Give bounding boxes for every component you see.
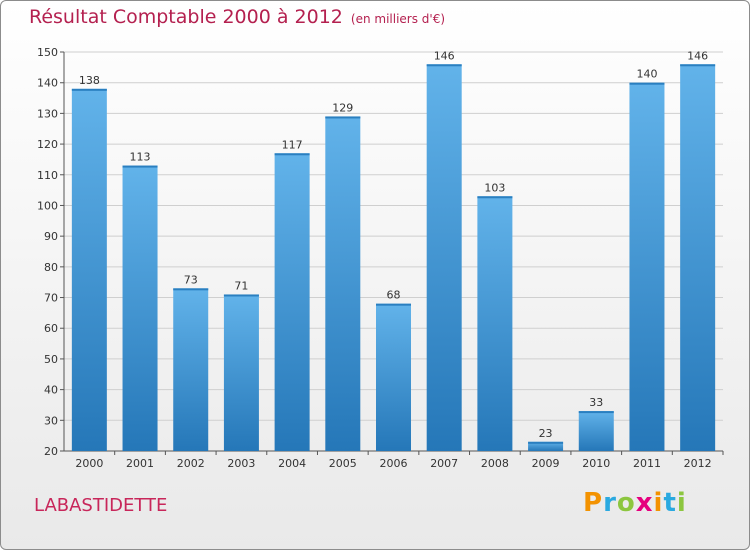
x-tick-label: 2001: [126, 457, 154, 470]
data-label-2004: 117: [282, 138, 303, 151]
proxiti-logo: Proxiti: [583, 488, 687, 518]
data-label-2009: 23: [539, 427, 553, 440]
y-tick-label: 30: [44, 414, 58, 427]
chart-title: Résultat Comptable 2000 à 2012 (en millie…: [29, 6, 445, 28]
y-tick-label: 100: [37, 199, 58, 212]
logo-letter: r: [603, 488, 617, 518]
bar-2003: [223, 294, 259, 451]
logo-letter: i: [676, 488, 687, 518]
bar-2001: [122, 165, 158, 452]
bar-2007: [426, 64, 462, 452]
data-label-2000: 138: [79, 74, 100, 87]
bar-top-edge: [578, 411, 614, 414]
y-tick-label: 20: [44, 445, 58, 458]
x-tick-label: 2009: [532, 457, 560, 470]
unit-label: (en milliers d'€): [350, 12, 446, 26]
bar-top-edge: [223, 294, 259, 297]
bar-2004: [274, 153, 310, 452]
x-tick-label: 2000: [75, 457, 103, 470]
logo-letter: o: [616, 488, 636, 518]
y-tick-label: 80: [44, 261, 58, 274]
bar-top-edge: [426, 64, 462, 67]
bar-top-edge: [528, 441, 564, 444]
bar-2005: [325, 116, 361, 451]
x-tick-label: 2012: [684, 457, 712, 470]
title-text: Résultat Comptable 2000 à 2012: [29, 6, 343, 28]
data-label-2006: 68: [387, 289, 401, 302]
bar-2011: [629, 82, 665, 451]
logo-letter: P: [583, 488, 604, 518]
y-tick-label: 130: [37, 107, 58, 120]
bar-top-edge: [71, 88, 107, 91]
logo-letter: t: [663, 488, 677, 518]
bar-2000: [71, 88, 107, 451]
data-label-2007: 146: [434, 49, 455, 62]
bar-top-edge: [376, 303, 411, 306]
bar-2002: [173, 288, 209, 451]
y-tick-label: 110: [37, 169, 58, 182]
y-tick-label: 40: [44, 384, 58, 397]
x-tick-label: 2011: [633, 457, 661, 470]
x-tick-label: 2005: [329, 457, 357, 470]
bars: [71, 64, 716, 452]
bar-2008: [477, 196, 513, 451]
y-tick-label: 140: [37, 77, 58, 90]
logo-letter: i: [653, 488, 664, 518]
bar-top-edge: [173, 288, 209, 291]
logo-letter: x: [635, 488, 654, 518]
y-tick-label: 50: [44, 353, 58, 366]
bar-top-edge: [122, 165, 158, 168]
bar-2010: [578, 411, 614, 451]
x-tick-label: 2002: [177, 457, 205, 470]
bar-top-edge: [325, 116, 361, 119]
data-label-2011: 140: [636, 68, 657, 81]
data-label-2001: 113: [130, 151, 151, 164]
labels: 20 30 40 50 60 70 80 90 100 110 120 130 140 150 138 200…: [37, 46, 712, 470]
x-tick-label: 2004: [278, 457, 306, 470]
data-label-2012: 146: [687, 49, 708, 62]
bar-2009: [528, 441, 564, 451]
bar-top-edge: [274, 153, 310, 156]
bar-2012: [680, 64, 716, 452]
data-label-2003: 71: [234, 279, 248, 292]
y-tick-label: 90: [44, 230, 58, 243]
bar-2006: [376, 303, 411, 451]
bar-top-edge: [680, 64, 716, 67]
x-tick-label: 2003: [227, 457, 255, 470]
x-tick-label: 2006: [380, 457, 408, 470]
data-label-2002: 73: [184, 273, 198, 286]
x-tick-label: 2010: [582, 457, 610, 470]
y-tick-label: 150: [37, 46, 58, 59]
y-tick-label: 70: [44, 292, 58, 305]
data-label-2010: 33: [589, 396, 603, 409]
data-label-2005: 129: [332, 101, 353, 114]
data-label-2008: 103: [484, 181, 505, 194]
y-tick-label: 120: [37, 138, 58, 151]
commune-name: LABASTIDETTE: [34, 495, 168, 516]
x-tick-label: 2008: [481, 457, 509, 470]
y-tick-label: 60: [44, 322, 58, 335]
bar-top-edge: [629, 82, 665, 85]
bar-top-edge: [477, 196, 513, 199]
x-tick-label: 2007: [430, 457, 458, 470]
